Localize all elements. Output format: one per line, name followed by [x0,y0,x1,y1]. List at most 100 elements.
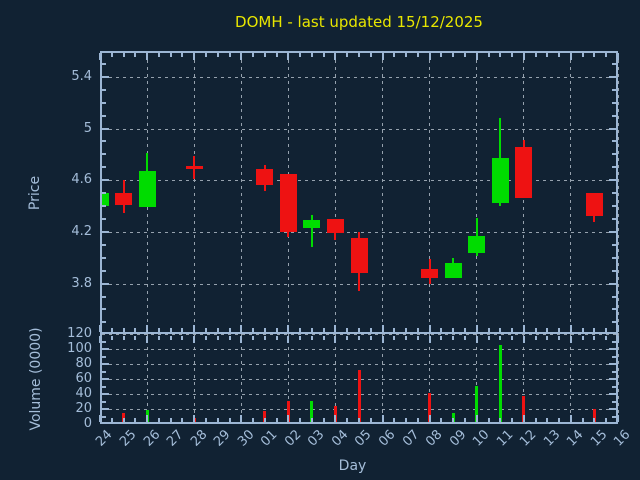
x-tick [216,336,219,340]
x-tick [110,336,113,340]
volume-gridline [102,364,616,365]
x-tick-label: 01 [258,427,281,450]
x-tick [252,336,255,340]
x-tick [581,336,584,340]
x-tick [99,53,101,60]
x-tick [204,336,207,340]
x-tick [193,53,196,60]
x-tick [393,336,396,340]
volume-tick-label: 120 [67,326,92,341]
x-tick-label: 06 [376,427,399,450]
price-tick [102,230,109,233]
x-tick [263,418,266,422]
price-tick [612,153,616,156]
x-tick [334,336,337,343]
price-tick [612,256,616,259]
x-tick [346,328,349,332]
volume-bar-25 [122,412,126,422]
x-tick [617,53,619,60]
x-tick [181,53,184,57]
vertical-gridline [382,53,384,422]
x-tick [581,53,584,57]
volume-bar-11 [498,345,502,422]
x-tick [310,418,313,422]
chart-title: DOMH - last updated 15/12/2025 [235,13,483,31]
price-tick [102,205,106,208]
x-tick [452,328,455,332]
x-tick [216,53,219,57]
x-tick [475,53,478,60]
x-tick [463,53,466,57]
x-tick-label: 30 [234,427,258,450]
candle-09 [444,262,462,279]
price-tick [102,62,106,65]
x-tick-label: 24 [93,427,116,450]
candle-12 [515,146,533,199]
x-tick [534,328,537,332]
vertical-gridline [523,53,525,422]
x-tick [463,336,466,340]
volume-bar-01 [263,411,267,422]
x-tick [240,53,243,60]
x-tick [287,53,290,60]
x-tick [416,418,419,422]
x-tick [546,328,549,332]
price-tick [612,88,616,91]
x-tick-label: 28 [187,427,211,450]
volume-tick [102,378,109,380]
candle-04 [326,218,344,234]
x-tick [146,336,149,343]
x-tick-label: 25 [117,427,140,450]
price-tick-label: 4.2 [71,223,92,239]
x-tick [204,53,207,57]
volume-tick [609,348,616,350]
volume-tick [612,400,616,403]
candle-08 [421,269,439,279]
price-tick [612,321,616,324]
x-tick [393,53,396,57]
price-tick [609,75,616,78]
candle-28 [185,166,203,169]
x-tick [499,53,502,57]
x-tick [346,53,349,57]
x-tick [275,418,278,422]
x-tick [511,53,514,57]
volume-bar-08 [428,392,432,422]
volume-tick [612,355,616,358]
x-tick-label: 09 [446,427,470,450]
x-tick [499,418,502,422]
volume-bar-15 [592,409,596,422]
price-tick [102,140,106,143]
x-tick [287,336,290,343]
x-tick [193,336,196,343]
x-tick [157,328,160,332]
x-tick [275,328,278,332]
x-tick [146,53,149,60]
x-tick [393,328,396,332]
vertical-gridline [146,53,148,422]
x-tick [169,53,172,57]
volume-tick [102,393,109,395]
price-tick [612,217,616,220]
x-tick [487,418,490,422]
x-tick [452,418,455,422]
x-tick [358,328,360,332]
price-tick [102,179,109,182]
x-tick [204,418,207,422]
volume-tick [609,378,616,380]
x-tick [569,325,572,332]
x-tick [334,325,337,332]
x-tick [428,415,431,422]
vertical-gridline [240,53,242,422]
volume-tick [612,415,616,418]
x-tick [275,336,278,340]
x-tick [369,328,372,332]
x-tick-label: 15 [588,427,611,450]
x-tick [581,418,584,422]
price-tick [102,295,106,298]
x-tick [358,418,360,422]
price-tick [612,114,616,117]
price-tick [612,205,616,208]
price-gridline [102,180,616,182]
x-tick [310,328,313,332]
